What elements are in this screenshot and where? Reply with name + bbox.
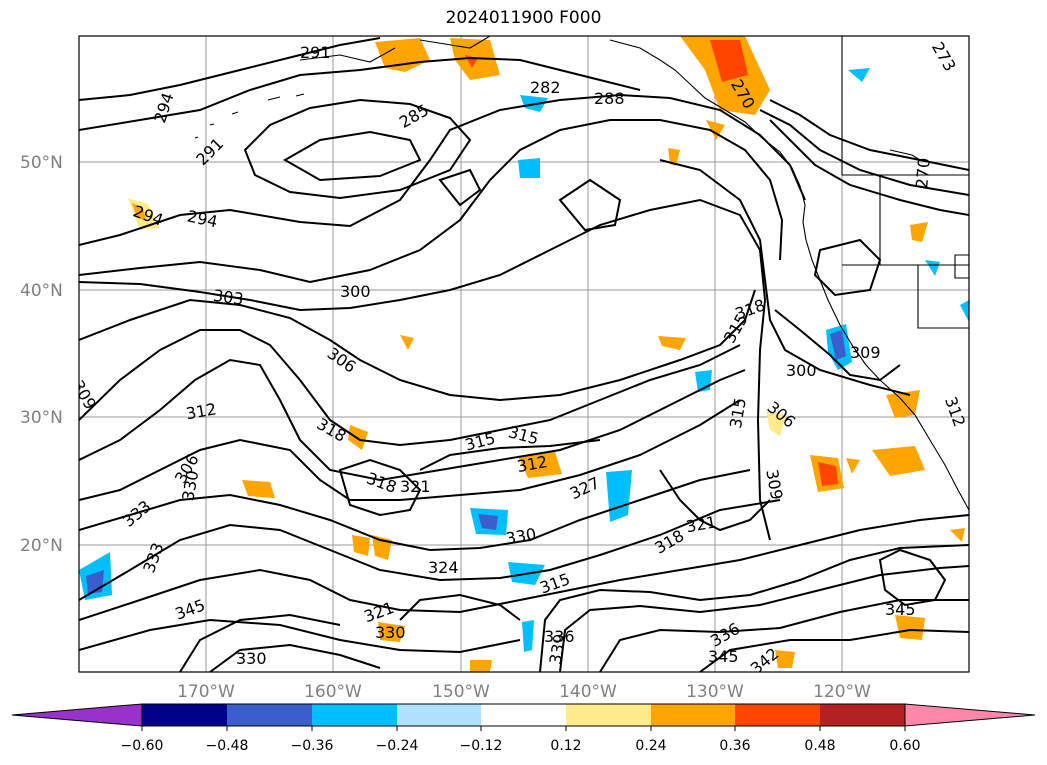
- colorbar-tick-label: 0.60: [889, 738, 920, 754]
- contour-label: 318: [314, 414, 350, 446]
- contour-label: 303: [212, 286, 245, 309]
- colorbar-tick-label: −0.24: [376, 738, 419, 754]
- contour-label: 321: [684, 512, 717, 536]
- colorbar-segment: [312, 704, 397, 726]
- contour-label: 282: [530, 78, 561, 97]
- colorbar-tick-label: 0.12: [550, 738, 581, 754]
- contour-label: 309: [850, 343, 881, 362]
- map-title: 2024011900 F000: [445, 8, 602, 28]
- contour-lines: [79, 37, 969, 672]
- colorbar-segment: [227, 704, 312, 726]
- colorbar-segment: [820, 704, 905, 726]
- contour-label: 288: [594, 89, 625, 108]
- contour-label: 336: [707, 619, 743, 651]
- contour-label: 270: [912, 157, 934, 189]
- lat-label: 20°N: [20, 536, 63, 556]
- contour-label: 306: [764, 397, 800, 431]
- colorbar-tick-label: −0.12: [460, 738, 503, 754]
- lon-label: 120°W: [813, 682, 871, 702]
- colorbar-segment: [735, 704, 820, 726]
- contour-label: 291: [300, 43, 331, 62]
- colorbar: −0.60 −0.48 −0.36 −0.24 −0.12 0.12 0.24 …: [11, 703, 1036, 754]
- colorbar-segment: [481, 704, 566, 726]
- contour-label: 339: [546, 632, 570, 665]
- lon-label: 130°W: [686, 682, 744, 702]
- contour-label: 342: [747, 644, 783, 678]
- colorbar-ticks: [141, 726, 906, 731]
- colorbar-tick-label: −0.48: [206, 738, 249, 754]
- contour-label: 285: [396, 100, 432, 132]
- contour-label: 321: [361, 598, 396, 626]
- colorbar-segment: [142, 704, 227, 726]
- contour-label: 330: [375, 623, 406, 642]
- contour-label: 321: [400, 477, 431, 496]
- contour-label: 306: [324, 344, 360, 377]
- contour-label: 330: [236, 649, 267, 668]
- colorbar-tick-label: 0.24: [635, 738, 666, 754]
- contour-label: 318: [364, 469, 399, 497]
- contour-label: 309: [68, 377, 100, 413]
- lon-label: 150°W: [432, 682, 490, 702]
- anomaly-fills: [79, 36, 969, 672]
- coastlines: [194, 36, 969, 511]
- contour-label: 345: [885, 600, 916, 619]
- colorbar-outline: [141, 703, 906, 727]
- contour-label: 315: [506, 422, 540, 448]
- contour-label: 309: [762, 468, 786, 501]
- contour-label: 345: [708, 647, 739, 666]
- colorbar-tick-label: −0.60: [121, 738, 164, 754]
- colorbar-segment: [566, 704, 651, 726]
- contour-label: 312: [941, 394, 969, 429]
- contour-label: 315: [463, 428, 497, 454]
- contour-label: 336: [544, 627, 575, 646]
- contour-label: 324: [428, 558, 459, 577]
- colorbar-tick-label: 0.48: [804, 738, 835, 754]
- contour-label: 300: [786, 361, 817, 380]
- contour-label: 318: [651, 526, 687, 558]
- colorbar-extend-left: [11, 703, 143, 727]
- contour-label: 294: [150, 90, 178, 125]
- map-frame: [78, 35, 970, 673]
- colorbar-segment: [651, 704, 735, 726]
- contour-label: 315: [726, 396, 750, 429]
- lon-label: 170°W: [177, 682, 235, 702]
- contour-label: 273: [928, 39, 960, 75]
- colorbar-tick-label: −0.36: [291, 738, 334, 754]
- contour-label: 294: [186, 206, 220, 231]
- lon-label: 160°W: [304, 682, 362, 702]
- contour-label: 333: [119, 497, 155, 531]
- lat-label: 40°N: [20, 281, 63, 301]
- contour-label: 315: [537, 569, 572, 597]
- contour-label: 345: [172, 595, 207, 623]
- colorbar-segment: [397, 704, 481, 726]
- lat-label: 50°N: [20, 153, 63, 173]
- colorbar-tick-label: 0.36: [719, 738, 750, 754]
- contour-label: 300: [340, 282, 371, 301]
- contour-label: 312: [184, 399, 217, 423]
- map-content: 291 294 291 282 285 288 270 273 294 294 …: [68, 36, 969, 678]
- colorbar-extend-right: [904, 703, 1036, 727]
- lon-label: 140°W: [559, 682, 617, 702]
- contour-label: 291: [192, 134, 227, 169]
- lat-label: 30°N: [20, 408, 63, 428]
- contour-label: 294: [131, 201, 166, 229]
